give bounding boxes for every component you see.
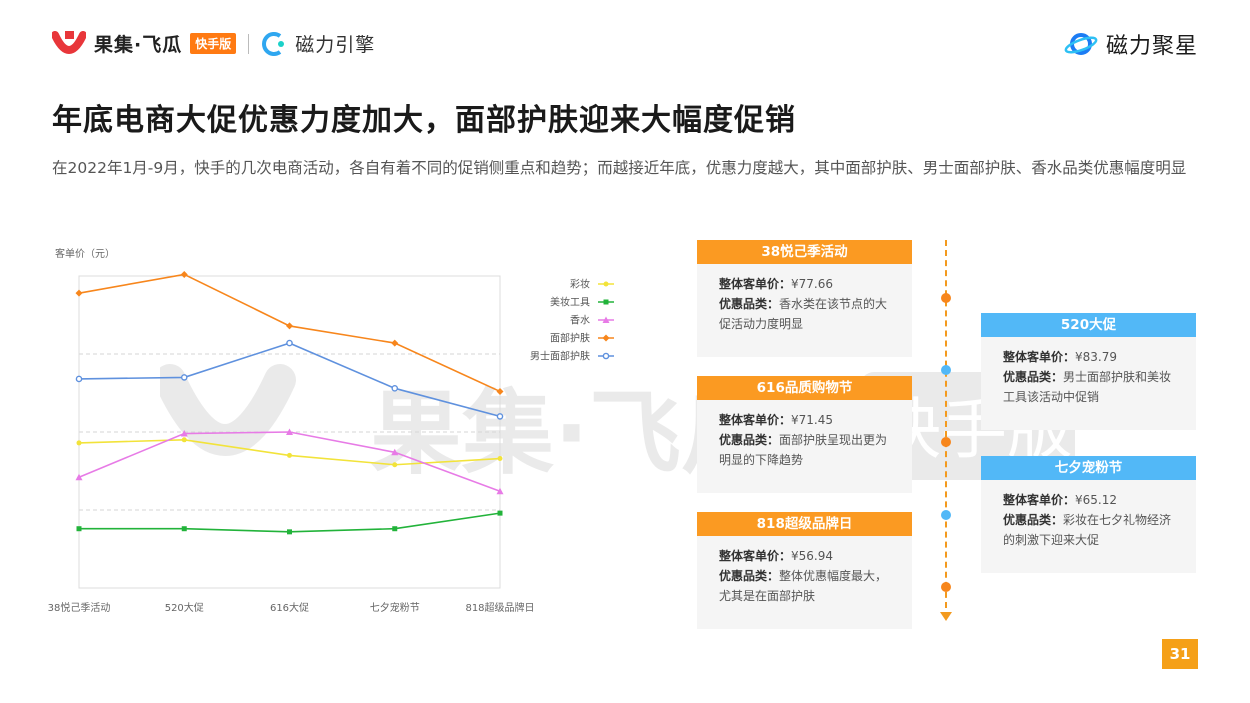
data-point: [391, 385, 399, 392]
legend-marker: [603, 299, 609, 305]
price-label: 整体客单价：: [1003, 350, 1076, 364]
data-point: [75, 473, 83, 481]
price-label: 整体客单价：: [719, 549, 792, 563]
series-line: [78, 438, 501, 466]
event-price: ¥71.45: [791, 413, 834, 427]
event-category: 面部护肤呈现出更为明显的下降趋势: [719, 433, 888, 467]
price-line-chart: 客单价（元） 38悦己季活动 520大促 616大促 七夕宠粉节 818超级品牌日 彩妆美妆…: [40, 235, 640, 625]
y-axis-label: 客单价（元）: [55, 247, 115, 260]
legend-label: 彩妆: [570, 278, 590, 291]
price-label: 整体客单价：: [719, 413, 792, 427]
timeline-dot: [941, 582, 951, 592]
x-tick-label: 818超级品牌日: [465, 601, 534, 614]
event-card-qixi: 七夕宠粉节 整体客单价：¥65.12 优惠品类：彩妆在七夕礼物经济的刺激下迎来大…: [981, 456, 1196, 573]
event-category: 香水类在该节点的大促活动力度明显: [719, 297, 888, 331]
data-point: [391, 448, 399, 456]
data-point: [286, 339, 293, 347]
data-point: [76, 440, 82, 446]
x-tick-label: 520大促: [165, 601, 204, 614]
legend-marker: [602, 316, 610, 323]
event-title: 520大促: [981, 313, 1196, 337]
data-point: [497, 456, 503, 462]
legend-label: 男士面部护肤: [530, 350, 590, 363]
series-line: [79, 512, 501, 533]
event-title: 38悦己季活动: [697, 240, 912, 264]
page-title: 年底电商大促优惠力度加大，面部护肤迎来大幅度促销: [52, 103, 796, 138]
event-price: ¥65.12: [1075, 493, 1118, 507]
data-point: [287, 529, 292, 535]
data-point: [391, 339, 399, 347]
data-point: [75, 289, 83, 297]
data-point: [181, 526, 187, 532]
category-label: 优惠品类：: [1003, 370, 1064, 384]
data-point: [496, 387, 504, 395]
partner-logo-icon: [262, 31, 285, 56]
partner-name: 磁力引擎: [295, 34, 376, 56]
price-label: 整体客单价：: [1003, 493, 1076, 507]
data-point: [392, 526, 398, 532]
event-title: 616品质购物节: [697, 376, 912, 400]
data-point: [392, 462, 398, 468]
data-point: [181, 437, 187, 443]
event-price: ¥56.94: [791, 549, 834, 563]
page-number: 31: [1162, 639, 1198, 669]
category-label: 优惠品类：: [719, 433, 780, 447]
event-price: ¥83.79: [1075, 350, 1118, 364]
x-tick-label: 616大促: [270, 601, 309, 614]
event-category: 彩妆在七夕礼物经济的刺激下迎来大促: [1003, 513, 1172, 547]
event-card-616: 616品质购物节 整体客单价：¥71.45 优惠品类：面部护肤呈现出更为明显的下…: [697, 376, 912, 493]
data-point: [496, 487, 504, 495]
x-tick-label: 七夕宠粉节: [370, 601, 420, 614]
data-point: [287, 452, 292, 458]
right-logo: 磁力聚星: [1064, 28, 1198, 60]
legend-marker: [602, 334, 610, 342]
event-category: 男士面部护肤和美妆工具该活动中促销: [1003, 370, 1172, 404]
legend-marker: [602, 352, 610, 360]
legend-label: 美妆工具: [550, 296, 590, 309]
event-card-520: 520大促 整体客单价：¥83.79 优惠品类：男士面部护肤和美妆工具该活动中促…: [981, 313, 1196, 430]
category-label: 优惠品类：: [719, 569, 780, 583]
timeline-arrow-icon: [940, 612, 952, 621]
data-point: [180, 270, 188, 278]
price-label: 整体客单价：: [719, 277, 792, 291]
brand-badge: 快手版: [190, 33, 237, 54]
chart-svg: 客单价（元） 38悦己季活动 520大促 616大促 七夕宠粉节 818超级品牌日 彩妆美妆…: [48, 247, 614, 614]
event-title: 七夕宠粉节: [981, 456, 1196, 480]
category-label: 优惠品类：: [719, 297, 780, 311]
x-tick-label: 38悦己季活动: [48, 601, 111, 614]
event-card-818: 818超级品牌日 整体客单价：¥56.94 优惠品类：整体优惠幅度最大，尤其是在…: [697, 512, 912, 629]
data-point: [286, 428, 293, 435]
legend-label: 面部护肤: [550, 332, 590, 345]
logo-divider: [248, 33, 250, 54]
planet-logo-icon: [1064, 33, 1098, 55]
data-point: [497, 510, 503, 516]
event-card-38: 38悦己季活动 整体客单价：¥77.66 优惠品类：香水类在该节点的大促活动力度…: [697, 240, 912, 357]
legend-label: 香水: [570, 315, 590, 327]
brand-logo-icon: [52, 30, 86, 54]
timeline-dot: [941, 365, 951, 375]
series-line: [78, 273, 501, 393]
event-price: ¥77.66: [791, 277, 834, 291]
data-point: [180, 430, 188, 437]
brand-name: 果集·飞瓜: [94, 34, 183, 56]
data-point: [75, 375, 83, 383]
data-point: [286, 322, 293, 330]
page-subtitle: 在2022年1月-9月，快手的几次电商活动，各自有着不同的促销侧重点和趋势；而越…: [52, 159, 1187, 177]
data-point: [76, 526, 82, 532]
legend-marker: [603, 281, 609, 287]
right-logo-name: 磁力聚星: [1105, 34, 1198, 59]
category-label: 优惠品类：: [1003, 513, 1064, 527]
timeline-dot: [941, 510, 951, 520]
data-point: [496, 413, 504, 420]
timeline-dot: [941, 437, 951, 447]
event-category: 整体优惠幅度最大，尤其是在面部护肤: [719, 569, 888, 603]
timeline-dot: [941, 293, 951, 303]
timeline-axis: [945, 240, 947, 618]
event-title: 818超级品牌日: [697, 512, 912, 536]
data-point: [180, 374, 188, 381]
brand-logo: 果集·飞瓜 快手版 磁力引擎: [52, 30, 375, 57]
